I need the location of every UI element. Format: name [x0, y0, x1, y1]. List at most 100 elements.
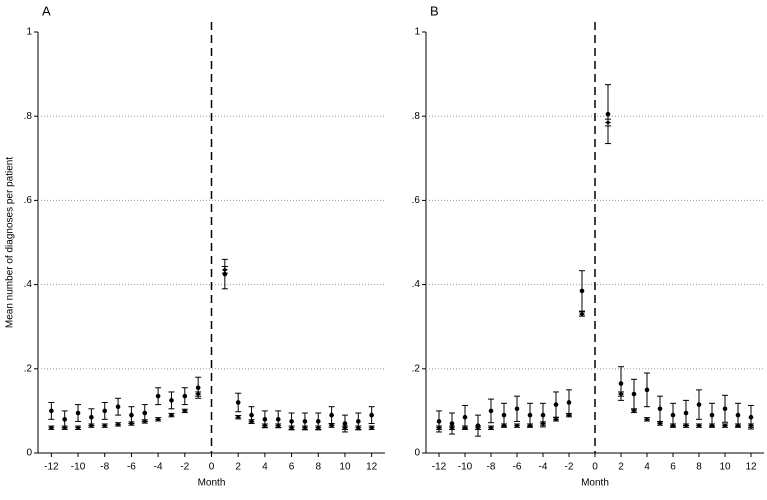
point — [657, 421, 663, 426]
point — [128, 421, 135, 426]
point — [566, 400, 572, 405]
point — [449, 425, 455, 430]
y-axis-label: Mean number of diagnoses per patient — [5, 157, 16, 328]
point — [155, 417, 162, 422]
error-point — [553, 391, 559, 418]
error-point — [605, 84, 611, 145]
point — [75, 410, 81, 416]
y-tick-label: .8 — [24, 111, 33, 122]
error-point — [195, 391, 202, 397]
x-tick-label: -2 — [565, 462, 574, 473]
error-point — [61, 425, 68, 430]
point — [289, 419, 294, 424]
error-point — [301, 425, 308, 430]
error-point — [181, 387, 188, 406]
point — [249, 412, 254, 418]
error-point — [696, 389, 702, 420]
point — [61, 425, 68, 430]
point — [248, 419, 255, 424]
point — [288, 425, 295, 430]
y-tick-label: 0 — [26, 448, 32, 459]
point — [262, 417, 268, 422]
y-tick-label: .6 — [412, 195, 421, 206]
point — [235, 400, 241, 405]
point — [709, 412, 715, 418]
error-point — [670, 402, 676, 428]
point — [115, 404, 121, 409]
error-point — [618, 391, 624, 397]
point — [181, 408, 188, 413]
x-tick-label: 4 — [262, 462, 268, 473]
point — [195, 385, 201, 391]
error-point — [566, 412, 572, 418]
x-axis-label: Month — [581, 478, 609, 489]
y-tick-label: 1 — [414, 27, 420, 38]
point — [101, 423, 108, 428]
error-point — [683, 423, 689, 428]
x-tick-label: -2 — [180, 462, 189, 473]
error-point — [315, 425, 322, 430]
y-tick-label: .2 — [412, 363, 421, 374]
point — [657, 406, 663, 412]
x-tick-label: 12 — [366, 462, 378, 473]
point — [462, 425, 468, 430]
x-tick-label: -8 — [487, 462, 496, 473]
error-point — [449, 425, 455, 430]
error-point — [501, 402, 507, 428]
point — [302, 419, 308, 424]
error-point — [368, 425, 375, 430]
point — [683, 423, 689, 428]
point — [48, 425, 55, 430]
error-point — [462, 404, 468, 430]
error-point — [115, 422, 122, 427]
point — [49, 408, 54, 414]
error-point — [261, 423, 268, 428]
point — [618, 392, 624, 397]
error-point — [579, 311, 585, 317]
error-point — [341, 414, 348, 433]
error-point — [328, 423, 335, 428]
point — [182, 393, 188, 399]
error-point — [722, 394, 728, 423]
x-tick-label: 8 — [315, 462, 321, 473]
point — [709, 423, 715, 428]
point — [449, 421, 455, 426]
point — [235, 415, 242, 420]
error-point — [355, 425, 362, 430]
point — [722, 406, 728, 412]
point — [115, 422, 122, 427]
point — [75, 425, 82, 430]
point — [195, 392, 202, 397]
error-point — [128, 406, 135, 425]
point — [328, 423, 335, 428]
point — [566, 413, 572, 418]
x-tick-label: 0 — [592, 462, 598, 473]
error-point — [141, 419, 148, 424]
error-point — [709, 402, 715, 428]
point — [670, 412, 676, 418]
error-point — [605, 118, 611, 127]
error-point — [436, 425, 442, 430]
point — [579, 288, 585, 294]
error-point — [221, 258, 228, 290]
point — [355, 425, 362, 430]
error-point — [275, 423, 282, 428]
error-point — [566, 389, 572, 416]
x-tick-label: 10 — [339, 462, 351, 473]
error-point — [88, 408, 95, 427]
point — [89, 414, 94, 420]
point — [436, 425, 442, 430]
error-point — [75, 425, 82, 430]
y-tick-label: 0 — [414, 448, 420, 459]
point — [315, 425, 322, 430]
point — [261, 423, 268, 428]
error-point — [644, 372, 650, 408]
point — [475, 425, 481, 430]
error-point — [657, 421, 663, 426]
error-point — [88, 423, 95, 428]
point — [301, 425, 308, 430]
y-tick-label: .4 — [412, 279, 421, 290]
error-point — [696, 423, 702, 428]
point — [735, 412, 741, 418]
error-point — [527, 402, 533, 428]
